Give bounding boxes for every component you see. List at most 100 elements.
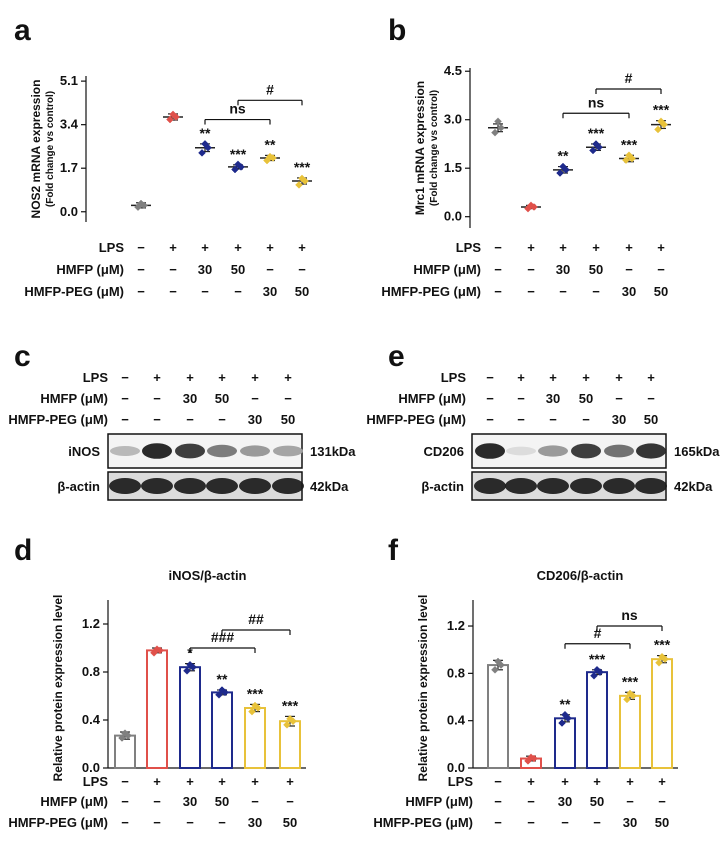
blot-band bbox=[475, 443, 505, 459]
condition-value: 50 bbox=[283, 815, 297, 830]
bar bbox=[279, 720, 301, 770]
data-point bbox=[623, 695, 631, 704]
data-point bbox=[215, 690, 223, 699]
condition-value: 30 bbox=[198, 262, 212, 277]
blot-band bbox=[239, 478, 271, 494]
y-tick-label: 0.0 bbox=[60, 204, 78, 219]
y-tick-label: 1.5 bbox=[444, 160, 462, 175]
condition-value: − bbox=[527, 262, 535, 277]
condition-value: − bbox=[137, 262, 145, 277]
y-tick-label: 0.8 bbox=[447, 665, 465, 680]
condition-value: 30 bbox=[183, 794, 197, 809]
condition-value: − bbox=[153, 815, 161, 830]
condition-value: − bbox=[153, 794, 161, 809]
data-point bbox=[251, 701, 259, 710]
data-point bbox=[657, 117, 665, 126]
condition-label: HMFP-PEG (μM) bbox=[8, 815, 108, 830]
condition-value: − bbox=[153, 412, 161, 427]
condition-label: LPS bbox=[441, 370, 467, 385]
condition-value: + bbox=[234, 240, 242, 255]
y-tick-label: 0.4 bbox=[82, 712, 101, 727]
panel-letter-b: b bbox=[388, 14, 406, 47]
condition-value: + bbox=[153, 370, 161, 385]
chart-f-cd206-ratio: 0.0 0.4 0.8 1.2 Relative protein expression … bbox=[373, 568, 678, 830]
bar bbox=[146, 649, 168, 770]
condition-value: − bbox=[486, 370, 494, 385]
condition-value: 50 bbox=[215, 794, 229, 809]
condition-value: − bbox=[169, 284, 177, 299]
significance-label: ** bbox=[560, 696, 571, 712]
condition-value: − bbox=[517, 412, 525, 427]
blot-loading-kda: 42kDa bbox=[310, 479, 349, 494]
blot-band bbox=[636, 443, 666, 459]
blot-target-kda: 165kDa bbox=[674, 444, 720, 459]
data-point bbox=[118, 734, 126, 742]
data-point bbox=[283, 720, 291, 729]
condition-label: LPS bbox=[456, 240, 482, 255]
panel-letter-e: e bbox=[388, 340, 405, 373]
significance-label: *** bbox=[621, 136, 638, 152]
y-axis-label: Relative protein expression level bbox=[51, 595, 65, 782]
data-point bbox=[592, 140, 600, 148]
significance-label: *** bbox=[247, 685, 264, 701]
bracket-label: ns bbox=[621, 607, 638, 623]
blot-band bbox=[570, 478, 602, 494]
condition-value: + bbox=[517, 370, 525, 385]
condition-label: LPS bbox=[448, 774, 474, 789]
chart-b-mrc1: 0.0 1.5 3.0 4.5 Mrc1 mRNA expression (Fold ch… bbox=[381, 63, 671, 299]
significance-label: *** bbox=[589, 651, 606, 667]
condition-value: − bbox=[284, 391, 292, 406]
condition-value: + bbox=[266, 240, 274, 255]
data-point bbox=[183, 666, 191, 675]
condition-value: − bbox=[266, 262, 274, 277]
condition-value: − bbox=[121, 815, 129, 830]
blot-target-label: iNOS bbox=[68, 444, 100, 459]
data-point bbox=[166, 115, 174, 124]
condition-value: + bbox=[527, 240, 535, 255]
blot-band bbox=[537, 478, 569, 494]
blot-band bbox=[272, 478, 304, 494]
condition-label: LPS bbox=[99, 240, 125, 255]
condition-value: + bbox=[218, 370, 226, 385]
panel-letter-a: a bbox=[14, 14, 31, 47]
blot-band bbox=[141, 478, 173, 494]
condition-label: HMFP-PEG (μM) bbox=[381, 284, 481, 299]
condition-value: − bbox=[593, 815, 601, 830]
blot-band bbox=[206, 478, 238, 494]
y-tick-label: 0.8 bbox=[82, 664, 100, 679]
condition-value: 30 bbox=[183, 391, 197, 406]
data-point bbox=[658, 652, 666, 661]
blot-band bbox=[207, 444, 237, 458]
significance-label: *** bbox=[588, 125, 605, 141]
y-tick-label: 0.4 bbox=[447, 713, 466, 728]
blot-band bbox=[175, 443, 205, 459]
data-point bbox=[558, 719, 566, 727]
condition-value: − bbox=[658, 794, 666, 809]
blot-band bbox=[240, 445, 270, 457]
condition-value: − bbox=[251, 794, 259, 809]
condition-value: + bbox=[593, 774, 601, 789]
condition-value: − bbox=[592, 284, 600, 299]
bar bbox=[487, 664, 509, 770]
condition-value: 30 bbox=[622, 284, 636, 299]
significance-label: *** bbox=[294, 159, 311, 175]
y-tick-label: 0.0 bbox=[444, 209, 462, 224]
panel-letter-f: f bbox=[388, 534, 399, 567]
condition-value: − bbox=[251, 391, 259, 406]
chart-title: iNOS/β-actin bbox=[169, 568, 247, 583]
data-point bbox=[559, 162, 567, 171]
condition-value: − bbox=[121, 774, 129, 789]
bar bbox=[244, 707, 266, 769]
chart-title: CD206/β-actin bbox=[537, 568, 624, 583]
western-blot-c: LPS − + + + + +HMFP (μM) − −30 50− −HMFP-PEG (μM) −… bbox=[8, 370, 356, 501]
condition-value: + bbox=[527, 774, 535, 789]
condition-value: − bbox=[647, 391, 655, 406]
condition-value: − bbox=[625, 262, 633, 277]
condition-value: − bbox=[527, 794, 535, 809]
condition-value: + bbox=[559, 240, 567, 255]
condition-label: HMFP (μM) bbox=[56, 262, 124, 277]
significance-label: *** bbox=[282, 697, 299, 713]
data-point bbox=[201, 140, 209, 148]
condition-value: + bbox=[186, 370, 194, 385]
